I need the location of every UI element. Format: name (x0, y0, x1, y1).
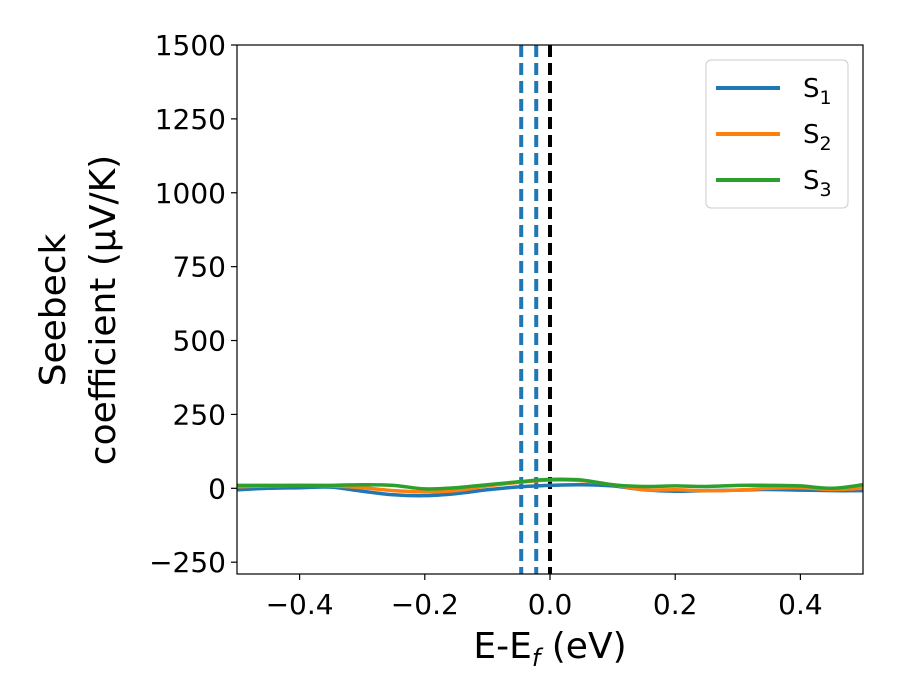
x-tick-label: −0.2 (391, 588, 459, 621)
y-axis-label-line2: coefficient (μV/K) (83, 155, 124, 465)
y-tick-label: 750 (173, 251, 226, 284)
y-tick-label: 0 (208, 472, 226, 505)
series-line-s3 (237, 477, 863, 491)
x-axis-label-unit: (eV) (540, 626, 626, 667)
y-tick-label: 1250 (155, 103, 226, 136)
y-axis-label-line1: Seebeck (33, 233, 74, 386)
x-tick-label: 0.2 (653, 588, 698, 621)
y-tick-label: 250 (173, 398, 226, 431)
x-axis-label: E-Ef (eV) (473, 626, 626, 672)
x-axis: −0.4 −0.2 0.0 0.2 0.4 (266, 574, 823, 621)
legend: S1 S2 S3 (705, 59, 849, 209)
legend-label-s3: S3 (803, 166, 832, 201)
y-tick-label: 1000 (155, 177, 226, 210)
legend-label-s1: S1 (803, 74, 832, 109)
y-axis: −250 0 250 500 750 1000 1250 1500 (149, 29, 237, 579)
y-axis-label: Seebeck coefficient (μV/K) (33, 155, 124, 465)
x-axis-label-main: E-E (473, 626, 531, 667)
y-tick-label: 1500 (155, 29, 226, 62)
plot-data (237, 45, 863, 574)
x-tick-label: 0.0 (528, 588, 573, 621)
x-tick-label: −0.4 (266, 588, 334, 621)
y-tick-label: 500 (173, 325, 226, 358)
y-tick-label: −250 (149, 546, 226, 579)
x-tick-label: 0.4 (778, 588, 823, 621)
legend-label-s2: S2 (803, 120, 832, 155)
